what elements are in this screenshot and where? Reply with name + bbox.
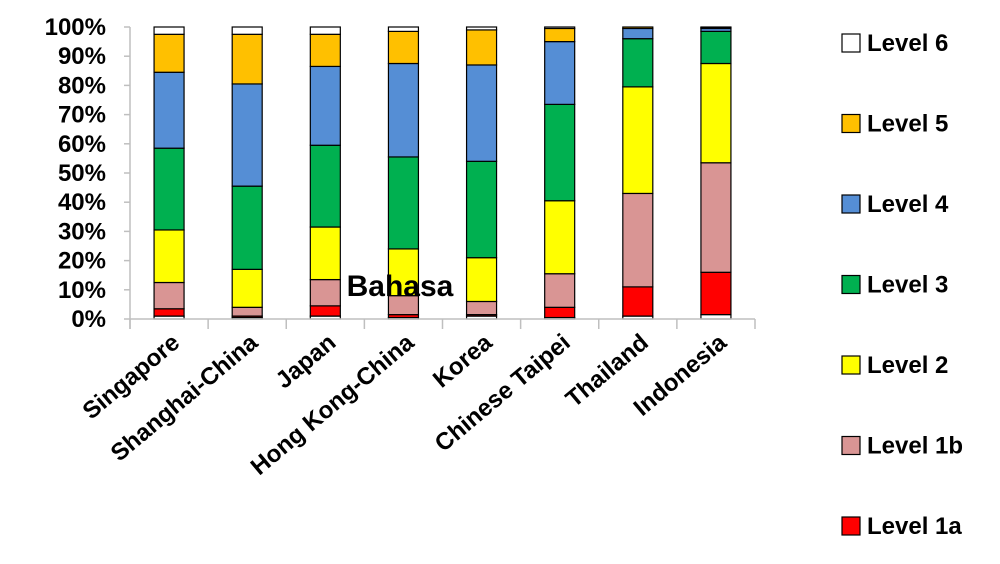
bar-stack [544,26,576,320]
legend-label: Level 5 [867,111,948,138]
y-axis-ticks: 0%10%20% 30%40%50%60%70% 80%90%100% [45,14,106,333]
bar-segment [700,162,732,273]
legend-swatch [841,274,861,295]
legend-item: Level 5 [841,111,948,138]
bar-segment [387,30,420,65]
bar-segment [700,30,732,65]
bar-segment [153,33,185,73]
bar-segment [387,156,420,250]
legend-swatch [841,113,861,134]
legend-label: Level 1b [867,433,963,460]
x-category-label: Chinese Taipei [430,329,576,457]
bar-segment [465,64,498,162]
bar-segment [465,160,498,259]
y-tick-label: 40% [58,189,106,216]
x-category-label: Korea [428,328,498,393]
bar-segment [309,65,341,146]
bar-segment [309,144,341,228]
y-tick-label: 20% [58,248,106,275]
bar-segment [231,26,263,35]
bar-segment [153,281,185,310]
chart-annotation: Bahasa [347,270,454,303]
y-tick-label: 80% [58,72,106,99]
bar-stack [622,26,654,320]
bar-segment [309,305,341,317]
y-tick-label: 50% [58,160,106,187]
bar-segment [465,29,498,66]
bar-segment [309,33,341,68]
legend-label: Level 4 [867,191,949,218]
bar-segment [153,229,185,284]
bar-segment [231,268,263,308]
legend-swatch [841,435,861,456]
bar-segment [700,271,732,316]
legend-swatch [841,516,861,536]
bar-stack [700,26,732,320]
bar-segment [465,300,498,316]
bar-stacks [153,26,732,320]
bar-stack [387,26,420,320]
bar-segment [231,306,263,317]
axes [124,26,756,329]
bar-segment [387,26,420,32]
legend-item: Level 4 [841,191,949,218]
legend-item: Level 3 [841,272,948,299]
legend-label: Level 1a [867,513,962,540]
bar-segment [622,192,654,288]
bar-segment [465,26,498,31]
legend: Level 6 Level 5 Level 4 Level 3 Level 2 Level… [841,30,963,540]
legend-label: Level 3 [867,272,948,299]
bar-segment [231,33,263,85]
bar-segment [387,62,420,158]
legend-label: Level 6 [867,30,948,57]
x-category-label: Shanghai-China [106,328,264,467]
bar-segment [622,27,654,40]
bar-segment [622,286,654,317]
y-tick-label: 70% [58,102,106,129]
bar-segment [544,200,576,275]
legend-swatch [841,194,861,214]
bar-segment [231,83,263,187]
bar-segment [622,86,654,195]
bar-segment [153,71,185,149]
bar-segment [700,26,732,29]
bar-segment [622,26,654,30]
y-tick-label: 90% [58,43,106,70]
bar-stack [153,26,185,320]
bar-segment [465,257,498,303]
y-tick-label: 30% [58,218,106,245]
bar-segment [153,308,185,317]
bar-segment [544,40,576,105]
bar-segment [309,278,341,307]
legend-item: Level 1b [841,433,963,460]
bar-stack [309,26,341,320]
bar-segment [700,62,732,164]
legend-label: Level 2 [867,352,948,379]
bar-segment [544,26,576,30]
bar-stack [231,26,263,320]
bar-stack [465,26,498,320]
y-tick-label: 100% [45,14,106,41]
x-category-label: Japan [271,329,341,394]
legend-item: Level 2 [841,352,948,379]
bar-segment [622,38,654,88]
y-tick-label: 60% [58,131,106,158]
bar-segment [231,185,263,270]
bar-segment [153,26,185,35]
y-tick-label: 10% [58,277,106,304]
bar-segment [544,27,576,43]
bar-segment [544,103,576,202]
y-tick-label: 0% [71,306,106,333]
legend-swatch [841,33,861,53]
bar-segment [309,226,341,281]
bar-segment [309,26,341,35]
bar-segment [544,306,576,319]
legend-item: Level 6 [841,30,948,57]
bar-segment [544,273,576,308]
legend-swatch [841,355,861,375]
legend-item: Level 1a [841,513,962,540]
bar-segment [153,147,185,231]
